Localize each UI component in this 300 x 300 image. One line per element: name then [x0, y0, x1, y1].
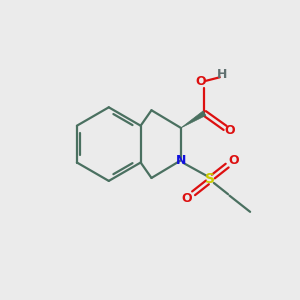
Polygon shape [181, 111, 206, 128]
Text: O: O [224, 124, 235, 137]
Text: N: N [176, 154, 186, 167]
Text: O: O [182, 192, 192, 205]
Text: O: O [229, 154, 239, 167]
Text: H: H [217, 68, 227, 81]
Text: S: S [206, 172, 215, 186]
Text: O: O [196, 75, 206, 88]
